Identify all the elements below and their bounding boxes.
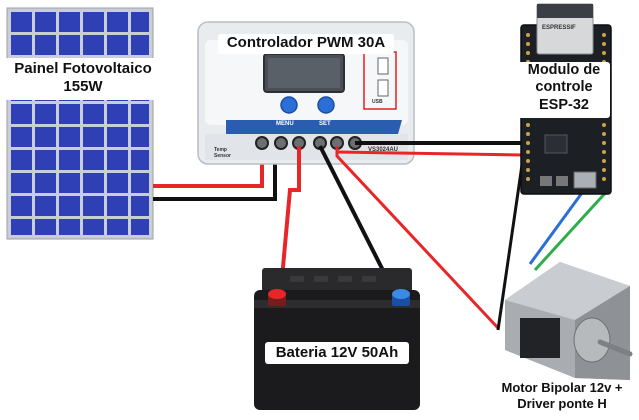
solar-panel-label-line1: Painel Fotovoltaico: [14, 60, 152, 77]
battery: [254, 268, 420, 410]
wire-esp-negative-down: [496, 157, 525, 331]
charge-controller: [197, 21, 415, 165]
set-button[interactable]: [317, 96, 335, 114]
motor-label-line1: Motor Bipolar 12v +: [501, 380, 623, 395]
controller-accent-band: [226, 120, 402, 134]
wire-battery-positive: [278, 146, 301, 301]
solar-panel: [6, 7, 154, 240]
stepper-motor: [505, 262, 633, 380]
controller-title: Controlador PWM 30A: [218, 34, 394, 54]
menu-button[interactable]: [280, 96, 298, 114]
esp32-label-line1: Modulo de: [527, 62, 601, 78]
esp32-label-line3: ESP-32: [539, 96, 589, 113]
battery-label: Bateria 12V 50Ah: [265, 342, 409, 364]
wire-load-positive: [335, 146, 500, 330]
wire-esp-positive: [337, 150, 523, 157]
usb-label: USB: [372, 99, 383, 105]
esp32-label-line2: controle: [535, 79, 593, 96]
solar-panel-label: Painel Fotovoltaico 155W: [5, 58, 161, 100]
esp32-usb-port: [573, 171, 597, 189]
solar-panel-label-line2: 155W: [63, 78, 103, 95]
menu-button-label: MENU: [276, 121, 294, 127]
controller-model: VS3024AU: [368, 147, 399, 153]
esp32-chip-brand: ESPRESSIF: [542, 25, 576, 31]
motor-label: Motor Bipolar 12v + Driver ponte H: [486, 380, 638, 413]
motor-label-line2: Driver ponte H: [517, 396, 607, 412]
set-button-label: SET: [319, 121, 331, 127]
battery-negative-terminal: [392, 289, 410, 306]
battery-positive-terminal: [268, 289, 286, 306]
controller-terminals: [255, 136, 362, 150]
esp32-label: Modulo de controle ESP-32: [518, 62, 610, 118]
temp-sensor-label: Temp Sensor: [214, 147, 231, 159]
wire-signal-green: [533, 188, 610, 272]
